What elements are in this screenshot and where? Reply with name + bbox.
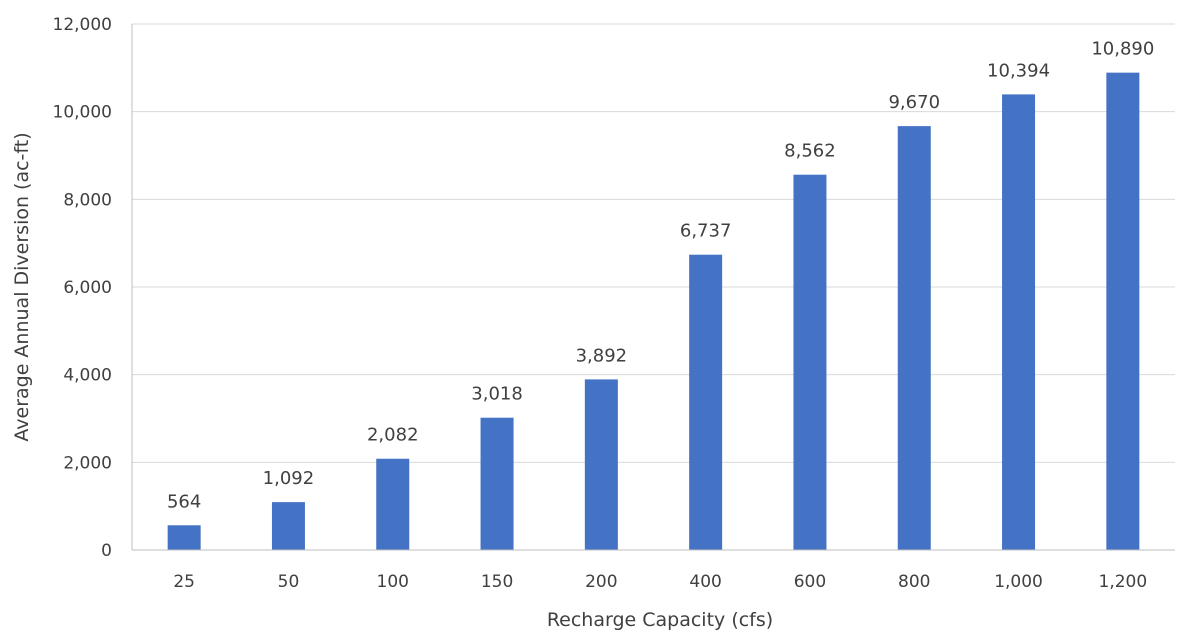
x-tick-label: 400: [689, 572, 721, 592]
data-label: 9,670: [888, 92, 940, 113]
x-tick-label: 1,200: [1099, 572, 1148, 592]
y-axis-title: Average Annual Diversion (ac-ft): [11, 132, 33, 441]
x-tick-label: 200: [585, 572, 617, 592]
y-tick-label: 4,000: [63, 366, 112, 386]
data-label: 1,092: [263, 468, 315, 489]
axes: [131, 24, 1175, 551]
x-tick-label: 1,000: [994, 572, 1043, 592]
data-label: 8,562: [784, 141, 836, 162]
data-label: 6,737: [680, 221, 732, 242]
bar: [584, 379, 618, 550]
bar: [1106, 72, 1140, 550]
bar: [1002, 94, 1036, 550]
x-tick-label: 600: [794, 572, 826, 592]
data-label: 3,018: [471, 384, 523, 405]
y-tick-label: 12,000: [53, 15, 112, 35]
y-tick-label: 0: [101, 541, 112, 561]
x-tick-label: 50: [278, 572, 300, 592]
data-label: 564: [167, 491, 201, 512]
x-tick-label: 25: [173, 572, 195, 592]
y-tick-label: 10,000: [53, 103, 112, 123]
x-axis-title: Recharge Capacity (cfs): [547, 609, 773, 631]
x-tick-label: 150: [481, 572, 513, 592]
gridlines: [132, 23, 1175, 463]
y-tick-labels: 0 2,000 4,000 6,000 8,000 10,000 12,000: [53, 15, 112, 561]
data-label: 2,082: [367, 425, 419, 446]
x-tick-label: 800: [898, 572, 930, 592]
bar: [689, 254, 723, 551]
x-tick-labels: 25 50 100 150 200 400 600 800 1,000 1,200: [173, 572, 1147, 592]
y-tick-label: 2,000: [63, 453, 112, 473]
bars: [167, 72, 1140, 551]
data-label: 3,892: [576, 345, 628, 366]
bar: [793, 174, 827, 550]
x-tick-label: 100: [377, 572, 409, 592]
data-labels: 564 1,092 2,082 3,018 3,892 6,737 8,562 9,670 10…: [167, 39, 1154, 513]
bar: [376, 458, 410, 550]
y-tick-label: 8,000: [63, 190, 112, 210]
bar: [480, 417, 514, 550]
data-label: 10,394: [987, 60, 1050, 81]
bar: [897, 126, 931, 551]
bar: [271, 502, 305, 550]
bar: [167, 525, 201, 550]
data-label: 10,890: [1091, 39, 1154, 60]
y-tick-label: 6,000: [63, 278, 112, 298]
